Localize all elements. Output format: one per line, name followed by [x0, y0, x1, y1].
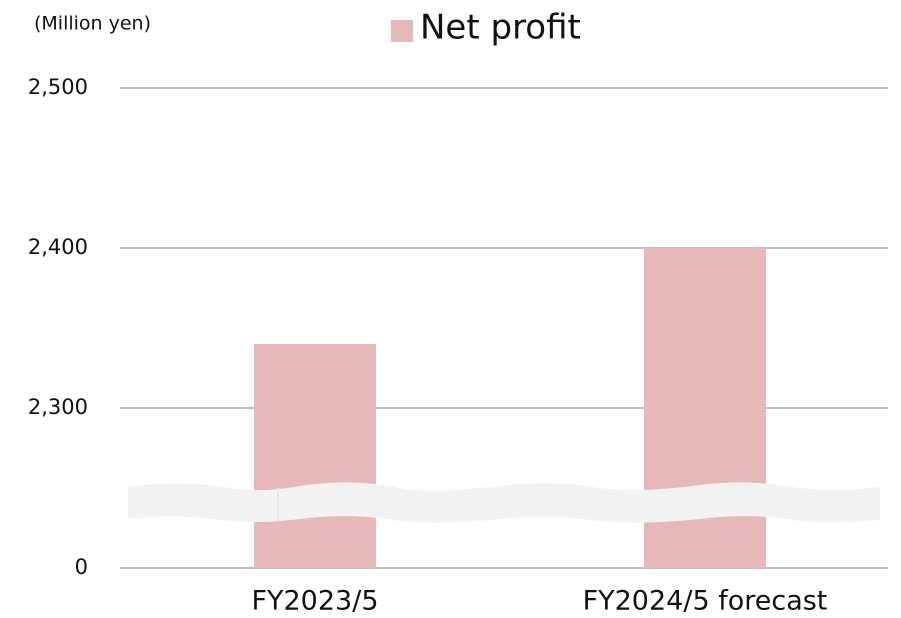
- axis-break: [128, 482, 880, 523]
- y-tick-label: 0: [75, 555, 88, 579]
- legend-swatch: [391, 20, 413, 42]
- x-tick-label: FY2023/5: [251, 586, 378, 617]
- y-axis-label: (Million yen): [34, 13, 151, 35]
- y-tick-label: 2,300: [28, 395, 88, 419]
- y-tick-label: 2,400: [28, 235, 88, 259]
- x-tick-label: FY2024/5 forecast: [583, 586, 828, 617]
- bar: [254, 344, 376, 568]
- y-tick-label: 2,500: [28, 75, 88, 99]
- legend-label: Net profit: [420, 8, 581, 48]
